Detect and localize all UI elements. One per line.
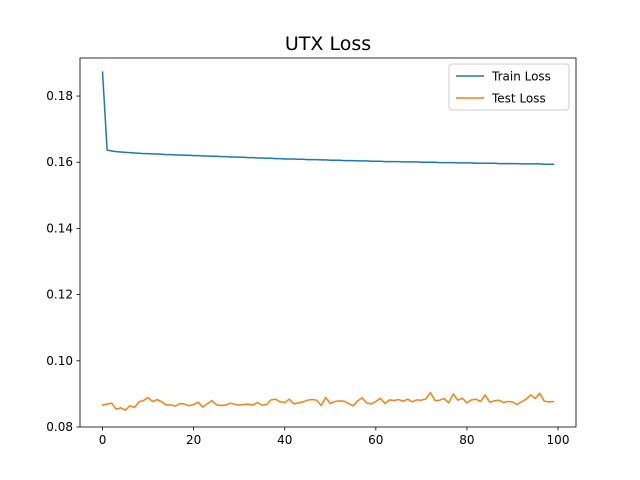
y-tick-label: 0.08 [46,420,73,434]
x-tick-label: 60 [368,433,383,447]
legend-label-1: Train Loss [491,70,551,84]
y-axis: 0.08 0.10 0.12 0.14 0.16 0.18 [46,89,80,434]
series-line-2 [101,391,555,411]
x-tick-label: 0 [99,433,107,447]
y-tick-label: 0.12 [46,288,73,302]
axes-frame [79,57,577,428]
plot-area [79,57,577,428]
x-tick-label: 40 [277,433,292,447]
y-tick-label: 0.14 [46,221,73,235]
x-tick-label: 100 [547,433,570,447]
chart-title: UTX Loss [285,33,371,55]
y-tick-label: 0.16 [46,155,73,169]
legend: Train Loss Test Loss [448,63,570,111]
legend-label-2: Test Loss [491,92,546,106]
x-tick-label: 20 [186,433,201,447]
series-layer [101,71,555,411]
x-tick-label: 80 [459,433,474,447]
y-tick-label: 0.18 [46,89,73,103]
series-line-1 [101,71,555,165]
y-tick-label: 0.10 [46,354,73,368]
x-axis: 0 20 40 60 80 100 [99,427,570,447]
